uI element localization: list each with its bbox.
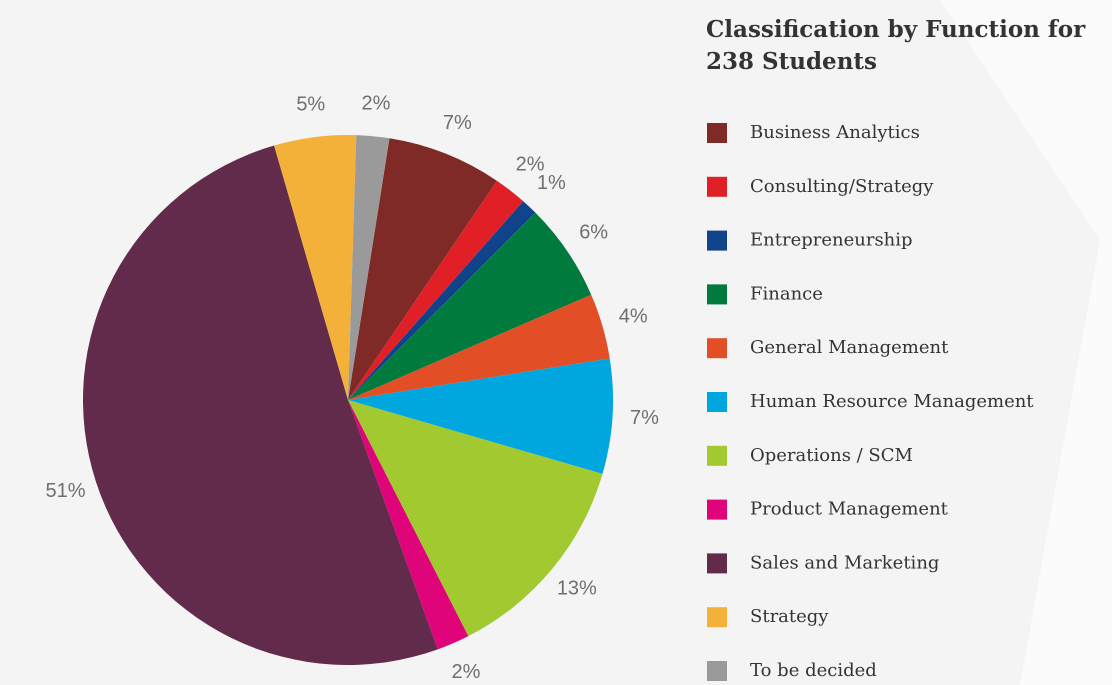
pie-slice (348, 135, 390, 400)
legend-swatch (707, 176, 727, 197)
legend-label: Operations / SCM (750, 445, 913, 466)
pie-slice (348, 138, 497, 401)
legend-label: Finance (750, 283, 823, 304)
pie-slice (83, 145, 438, 665)
legend-label: Sales and Marketing (750, 552, 939, 573)
data-label: 13% (557, 578, 597, 600)
legend-swatch (707, 123, 727, 143)
data-label: 7% (630, 407, 659, 429)
pie-slice (348, 358, 613, 474)
data-label: 2% (451, 661, 480, 683)
legend-label: Consulting/Strategy (750, 176, 934, 197)
data-label: 7% (443, 112, 472, 134)
legend-label: General Management (750, 337, 949, 358)
legend-label: To be decided (750, 660, 877, 681)
legend-label: Strategy (750, 606, 829, 627)
legend-swatch (707, 338, 727, 359)
pie-slice (348, 180, 524, 400)
chart-title: Classification by Function for 238 Stude… (706, 16, 1086, 75)
legend-swatch (707, 392, 727, 412)
data-label: 1% (537, 172, 566, 194)
legend-swatch (707, 499, 727, 520)
pie-slice (348, 294, 610, 400)
pie-slice (348, 212, 592, 400)
pie-slice (348, 400, 469, 650)
legend-swatch (707, 284, 727, 305)
legend-swatch (707, 607, 727, 628)
data-label: 51% (46, 480, 86, 502)
pie-slice (348, 201, 536, 400)
data-label: 5% (296, 94, 325, 116)
pie-slice (348, 400, 603, 637)
data-label: 6% (579, 221, 608, 243)
legend-swatch (707, 445, 727, 466)
legend-label: Business Analytics (750, 122, 920, 143)
background-shape (940, 0, 1112, 685)
legend-label: Human Resource Management (750, 391, 1034, 412)
legend-label: Product Management (750, 499, 949, 520)
pie-slice (274, 135, 357, 400)
data-label: 2% (361, 93, 390, 115)
data-label: 2% (516, 154, 545, 176)
data-label: 4% (619, 305, 648, 327)
legend-label: Entrepreneurship (750, 230, 913, 251)
legend-swatch (707, 553, 727, 574)
legend-swatch (707, 230, 727, 251)
legend-swatch (707, 661, 727, 681)
